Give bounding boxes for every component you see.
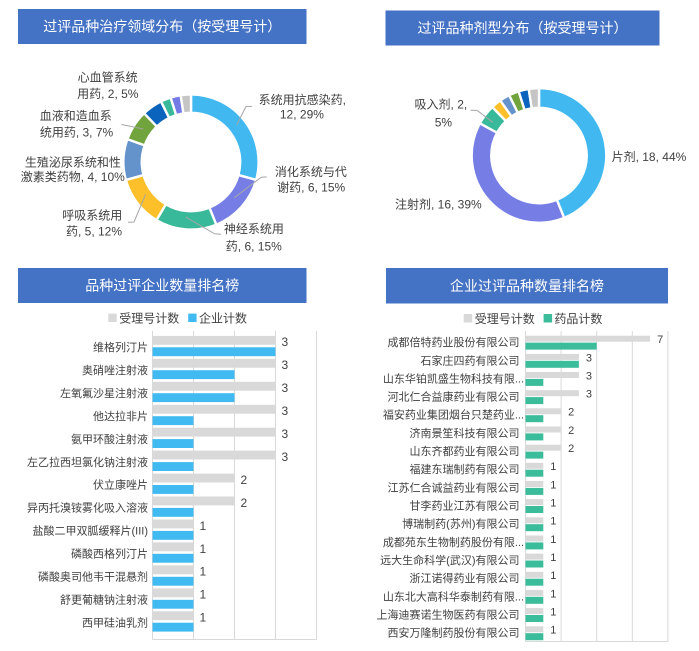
svg-text:神经系统用: 神经系统用 [224, 222, 284, 236]
svg-text:用药, 2, 5%: 用药, 2, 5% [77, 87, 139, 101]
svg-text:血液和造血系: 血液和造血系 [40, 108, 112, 123]
svg-text:注射剂, 16, 39%: 注射剂, 16, 39% [395, 197, 482, 212]
svg-text:远大生命科学(武汉)有限公司: 远大生命科学(武汉)有限公司 [380, 553, 519, 567]
svg-text:舒更葡糖钠注射液: 舒更葡糖钠注射液 [60, 592, 148, 606]
svg-text:药, 5, 12%: 药, 5, 12% [66, 224, 122, 238]
svg-text:2: 2 [241, 496, 248, 510]
svg-text:河北仁合益康药业有限公司: 河北仁合益康药业有限公司 [388, 390, 520, 404]
svg-text:1: 1 [550, 552, 556, 564]
svg-text:1: 1 [550, 570, 556, 582]
svg-text:企业计数: 企业计数 [199, 311, 247, 326]
svg-text:谢药, 6, 15%: 谢药, 6, 15% [277, 179, 345, 194]
svg-text:5%: 5% [435, 116, 453, 130]
svg-text:磷酸奥司他韦干混悬剂: 磷酸奥司他韦干混悬剂 [38, 570, 148, 584]
svg-text:7: 7 [657, 334, 663, 346]
svg-text:2: 2 [568, 443, 574, 455]
svg-text:左氧氟沙星注射液: 左氧氟沙星注射液 [60, 386, 148, 400]
svg-text:成都苑东生物制药股份有限...: 成都苑东生物制药股份有限... [383, 535, 524, 549]
svg-text:受理号计数: 受理号计数 [475, 311, 535, 326]
svg-text:伏立康唑片: 伏立康唑片 [93, 478, 148, 492]
svg-text:西甲硅油乳剂: 西甲硅油乳剂 [82, 615, 148, 629]
svg-text:片剂, 18, 44%: 片剂, 18, 44% [612, 149, 687, 164]
svg-text:1: 1 [200, 611, 207, 625]
svg-text:1: 1 [550, 479, 556, 491]
svg-text:博瑞制药(苏州)有限公司: 博瑞制药(苏州)有限公司 [402, 517, 519, 531]
svg-text:12, 29%: 12, 29% [280, 108, 324, 122]
svg-text:受理号计数: 受理号计数 [119, 311, 179, 326]
svg-text:吸入剂, 2,: 吸入剂, 2, [415, 96, 468, 111]
svg-text:系统用抗感染药,: 系统用抗感染药, [259, 92, 346, 107]
svg-text:福建东瑞制药有限公司: 福建东瑞制药有限公司 [410, 462, 520, 476]
svg-text:3: 3 [586, 389, 592, 401]
svg-text:1: 1 [550, 498, 556, 510]
svg-text:氨甲环酸注射液: 氨甲环酸注射液 [71, 432, 148, 446]
svg-text:1: 1 [200, 588, 207, 602]
svg-text:山东华铂凯盛生物科技有限...: 山东华铂凯盛生物科技有限... [383, 371, 524, 385]
svg-text:1: 1 [550, 588, 556, 600]
svg-text:奥硝唑注射液: 奥硝唑注射液 [82, 363, 148, 377]
svg-text:浙江诺得药业有限公司: 浙江诺得药业有限公司 [410, 571, 520, 585]
svg-text:福安药业集团烟台只楚药业...: 福安药业集团烟台只楚药业... [383, 408, 524, 422]
svg-text:3: 3 [282, 404, 289, 418]
svg-text:济南景笙科技有限公司: 济南景笙科技有限公司 [410, 426, 520, 440]
svg-text:盐酸二甲双胍缓释片(III): 盐酸二甲双胍缓释片(III) [33, 524, 149, 538]
svg-text:2: 2 [568, 407, 574, 419]
svg-text:3: 3 [282, 450, 289, 464]
svg-text:1: 1 [550, 516, 556, 528]
svg-text:2: 2 [241, 473, 248, 487]
svg-text:1: 1 [550, 625, 556, 637]
svg-text:生殖泌尿系统和性: 生殖泌尿系统和性 [25, 155, 121, 170]
svg-text:江苏仁合诚益药业有限公司: 江苏仁合诚益药业有限公司 [388, 480, 520, 494]
svg-text:3: 3 [586, 352, 592, 364]
svg-text:石家庄四药有限公司: 石家庄四药有限公司 [421, 353, 520, 367]
svg-text:甘李药业江苏有限公司: 甘李药业江苏有限公司 [410, 499, 520, 513]
svg-text:1: 1 [200, 542, 207, 556]
svg-text:过评品种剂型分布（按受理号计）: 过评品种剂型分布（按受理号计） [418, 20, 628, 36]
svg-text:异丙托溴铵雾化吸入溶液: 异丙托溴铵雾化吸入溶液 [27, 501, 148, 515]
svg-text:他达拉非片: 他达拉非片 [93, 409, 148, 423]
svg-text:1: 1 [550, 534, 556, 546]
svg-text:3: 3 [282, 381, 289, 395]
svg-text:1: 1 [200, 519, 207, 533]
svg-text:2: 2 [568, 425, 574, 437]
svg-text:药, 6, 15%: 药, 6, 15% [226, 240, 282, 254]
svg-text:消化系统与代: 消化系统与代 [275, 165, 347, 179]
svg-text:1: 1 [550, 461, 556, 473]
svg-text:山东齐都药业有限公司: 山东齐都药业有限公司 [410, 444, 520, 458]
svg-text:1: 1 [550, 607, 556, 619]
svg-text:西安万隆制药股份有限公司: 西安万隆制药股份有限公司 [388, 626, 520, 640]
svg-text:心血管系统: 心血管系统 [78, 70, 138, 85]
svg-text:成都倍特药业股份有限公司: 成都倍特药业股份有限公司 [388, 335, 520, 349]
svg-text:呼吸系统用: 呼吸系统用 [62, 208, 122, 222]
svg-text:磷酸西格列汀片: 磷酸西格列汀片 [71, 547, 148, 561]
svg-text:过评品种治疗领域分布（按受理号计）: 过评品种治疗领域分布（按受理号计） [43, 19, 281, 35]
svg-text:3: 3 [282, 358, 289, 372]
svg-text:企业过评品种数量排名榜: 企业过评品种数量排名榜 [450, 278, 604, 294]
svg-text:激素类药物, 4, 10%: 激素类药物, 4, 10% [21, 170, 125, 184]
svg-text:上海迪赛诺生物医药有限公司: 上海迪赛诺生物医药有限公司 [377, 608, 520, 622]
svg-text:统用药, 3, 7%: 统用药, 3, 7% [40, 125, 114, 139]
svg-text:左乙拉西坦氯化钠注射液: 左乙拉西坦氯化钠注射液 [27, 455, 148, 469]
svg-text:3: 3 [282, 427, 289, 441]
svg-text:维格列汀片: 维格列汀片 [93, 340, 148, 354]
svg-text:3: 3 [282, 335, 289, 349]
svg-text:药品计数: 药品计数 [554, 311, 602, 326]
svg-text:1: 1 [200, 565, 207, 579]
svg-text:品种过评企业数量排名榜: 品种过评企业数量排名榜 [85, 278, 239, 294]
svg-text:3: 3 [586, 370, 592, 382]
svg-text:山东北大高科华泰制药有限...: 山东北大高科华泰制药有限... [383, 589, 524, 603]
